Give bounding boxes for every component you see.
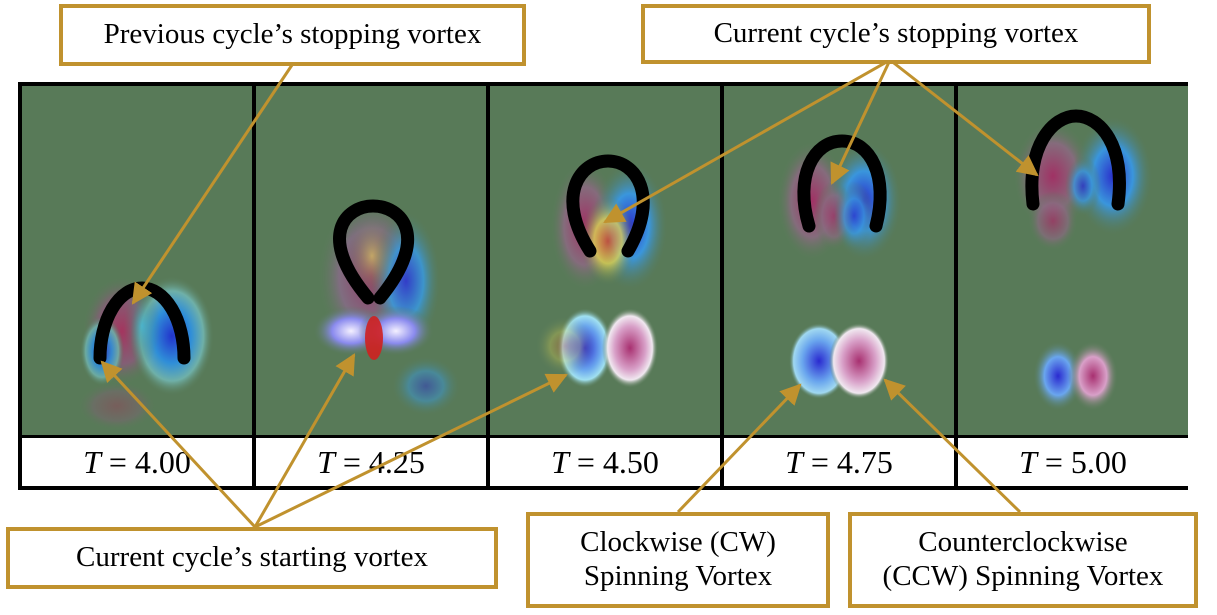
time-value: 4.75 — [836, 443, 893, 480]
time-variable: T — [1019, 443, 1037, 480]
callout-current-stopping: Current cycle’s stopping vortex — [641, 4, 1151, 64]
callout-ccw: Counterclockwise (CCW) Spinning Vortex — [848, 512, 1198, 608]
time-value: 4.25 — [368, 443, 425, 480]
panel-t-5-00 — [958, 86, 1188, 435]
time-label-1: T = 4.00 — [22, 435, 252, 486]
time-value: 5.00 — [1070, 443, 1127, 480]
time-variable: T — [317, 443, 335, 480]
vorticity-field-2 — [256, 86, 486, 435]
panel-t-4-25 — [256, 86, 486, 435]
time-variable: T — [551, 443, 569, 480]
figure-frame: T = 4.00 T = 4.25 T = 4.50 T = 4.75 T = … — [18, 82, 1188, 490]
body-arc — [333, 199, 415, 305]
callout-current-starting-text: Current cycle’s starting vortex — [76, 541, 428, 574]
time-label-2: T = 4.25 — [256, 435, 486, 486]
panel-t-4-50 — [490, 86, 720, 435]
callout-ccw-line2: (CCW) Spinning Vortex — [882, 560, 1164, 592]
vorticity-field-4 — [724, 86, 954, 435]
callout-current-stopping-text: Current cycle’s stopping vortex — [713, 17, 1079, 50]
callout-previous-stopping-text: Previous cycle’s stopping vortex — [103, 18, 482, 51]
time-value: 4.50 — [602, 443, 659, 480]
vorticity-field-1 — [22, 86, 252, 435]
time-label-4: T = 4.75 — [724, 435, 954, 486]
callout-previous-stopping: Previous cycle’s stopping vortex — [59, 4, 526, 66]
time-variable: T — [83, 443, 101, 480]
time-label-5: T = 5.00 — [958, 435, 1188, 486]
panel-t-4-00 — [22, 86, 252, 435]
callout-cw-line1: Clockwise (CW) — [580, 526, 776, 559]
callout-cw-line2: Spinning Vortex — [583, 560, 773, 592]
vorticity-field-3 — [490, 86, 720, 435]
time-value: 4.00 — [134, 443, 191, 480]
callout-current-starting: Current cycle’s starting vortex — [6, 527, 498, 589]
panel-t-4-75 — [724, 86, 954, 435]
time-label-3: T = 4.50 — [490, 435, 720, 486]
vorticity-field-5 — [958, 86, 1188, 435]
callout-ccw-line1: Counterclockwise — [918, 526, 1128, 559]
callout-cw: Clockwise (CW) Spinning Vortex — [526, 512, 830, 608]
time-variable: T — [785, 443, 803, 480]
